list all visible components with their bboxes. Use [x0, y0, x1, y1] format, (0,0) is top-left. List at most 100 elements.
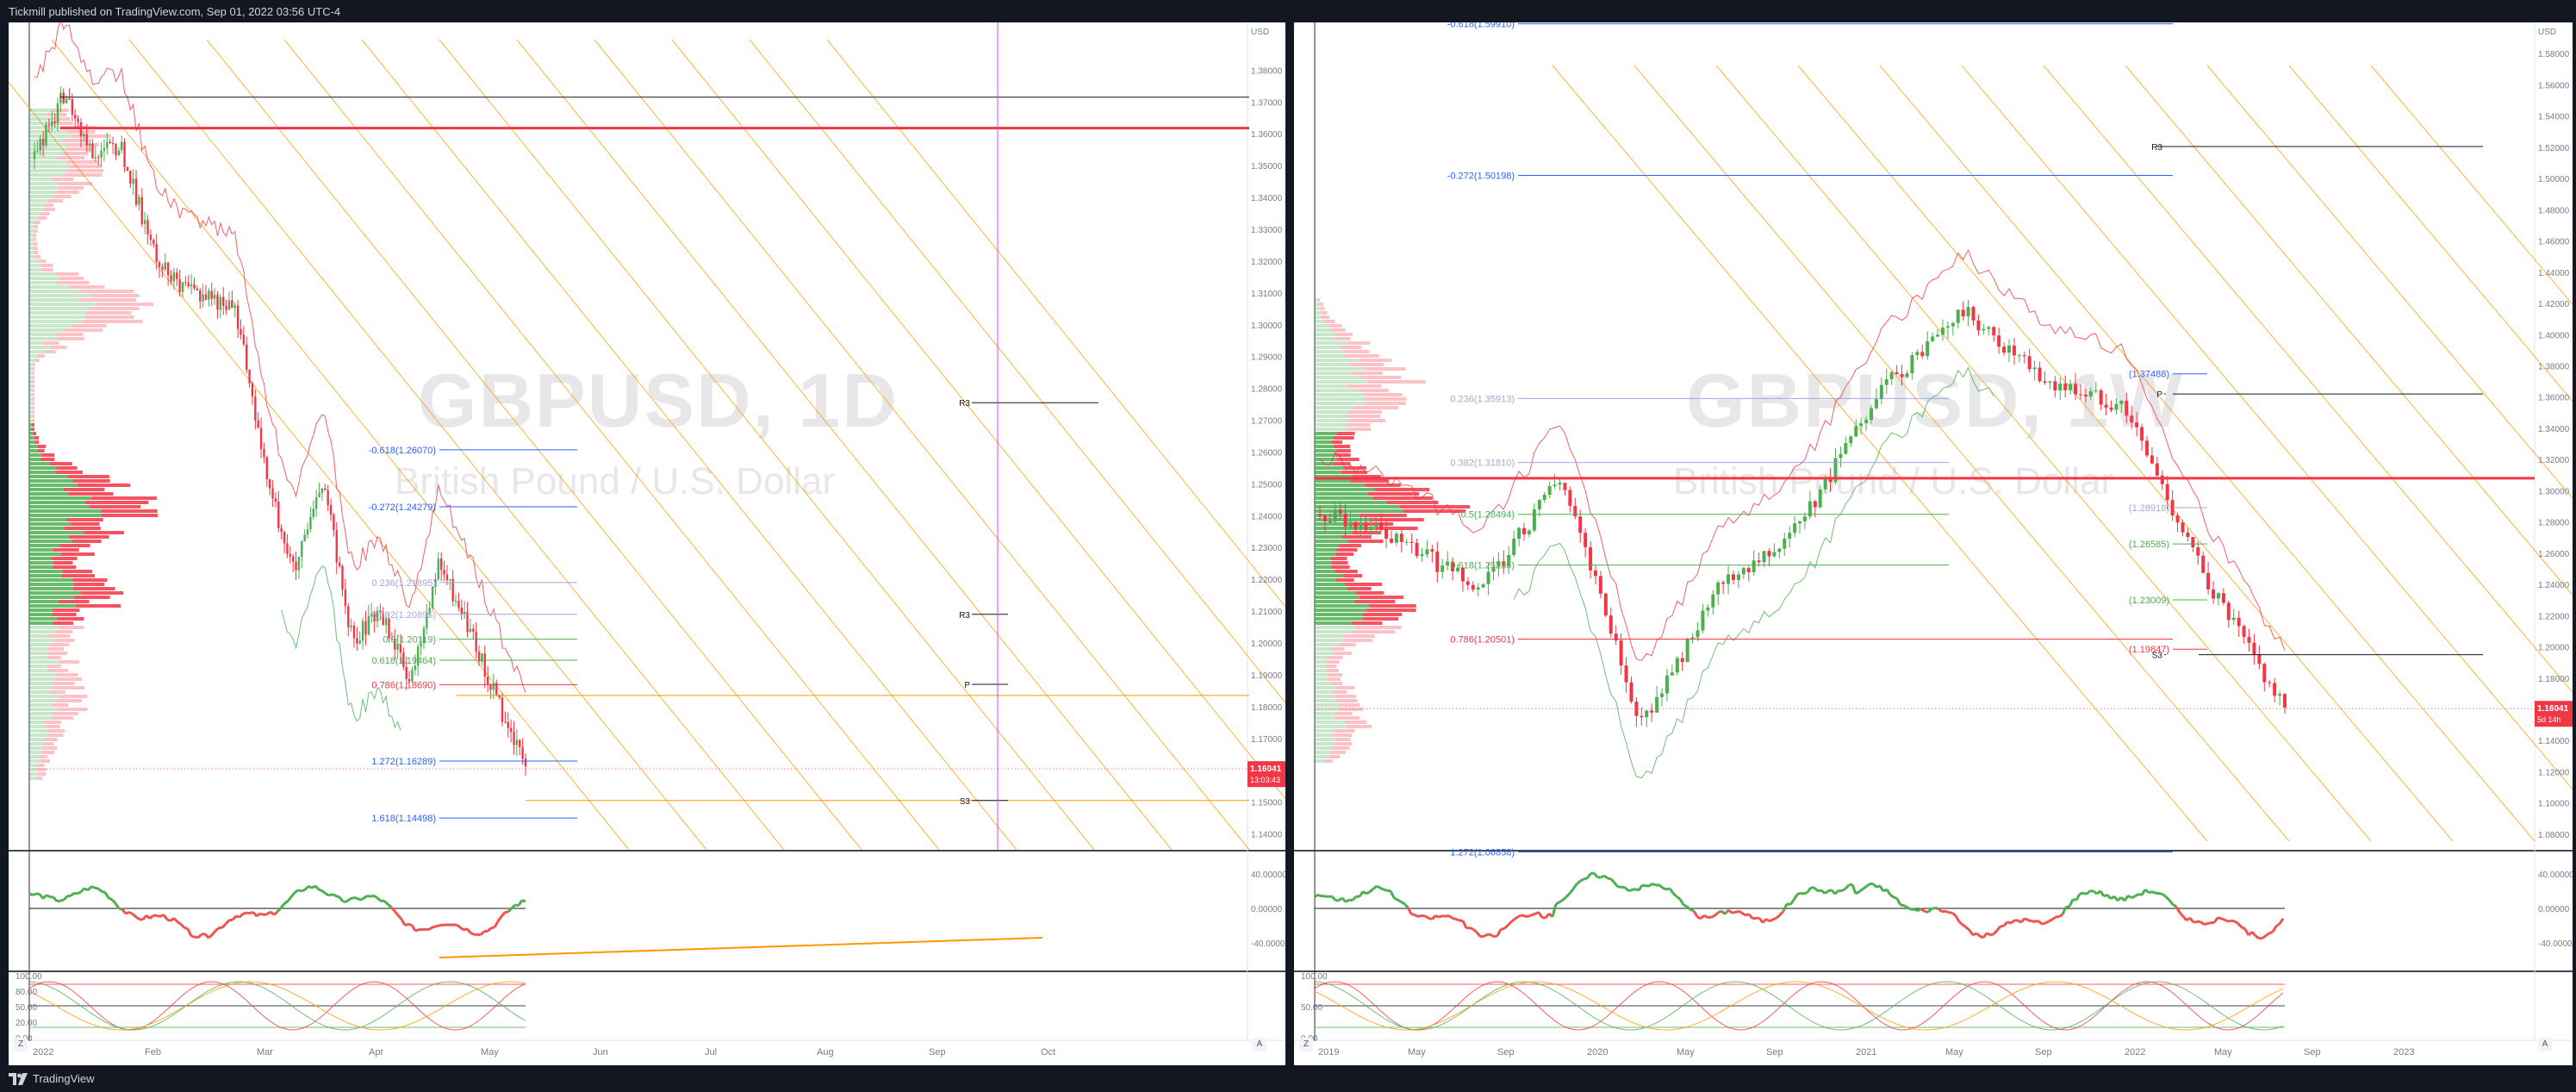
oscillator-segment	[1372, 884, 1378, 890]
candle-body	[88, 143, 91, 146]
candle-body	[306, 529, 309, 535]
oscillator-segment	[1517, 914, 1522, 919]
price-axis-label: 1.58000	[2538, 50, 2570, 59]
oscillator-segment	[2203, 922, 2208, 926]
candle-body	[254, 396, 257, 421]
volume-profile-bar	[71, 522, 100, 526]
fib-level-label: -0.272(1.24279)	[369, 502, 436, 513]
candle-body	[1680, 658, 1684, 663]
volume-profile-bar	[68, 285, 105, 289]
time-axis-label: Sep	[2304, 1047, 2321, 1058]
bar-countdown: 13:03:43	[1250, 776, 1280, 784]
price-axis-label: 1.24000	[2538, 581, 2570, 590]
price-axis-label: 1.25000	[1251, 480, 1283, 490]
trailing-support-line	[281, 565, 401, 731]
oscillator-segment	[289, 891, 296, 898]
candle-body	[1670, 672, 1674, 676]
volume-profile-bar	[1332, 746, 1350, 750]
chart-panel-daily[interactable]: GBPUSD, 1D British Pound / U.S. Dollar -…	[9, 22, 1285, 1065]
volume-profile-bar	[1315, 479, 1351, 483]
oscillator-segment	[162, 914, 169, 920]
candle-body	[1629, 682, 1633, 702]
log-scale-button[interactable]: A	[2538, 1038, 2552, 1051]
volume-profile-bar	[71, 324, 107, 328]
volume-profile-bar	[41, 453, 55, 457]
volume-profile-bar	[1359, 514, 1407, 517]
candle-body	[1512, 539, 1516, 555]
volume-profile-bar	[1336, 686, 1355, 690]
candle-body	[501, 697, 504, 722]
oscillator-segment	[408, 922, 413, 927]
volume-profile-bar	[1315, 333, 1337, 336]
log-scale-button[interactable]: A	[1253, 1038, 1266, 1051]
oscillator-segment	[1551, 903, 1558, 918]
oscillator-segment	[1862, 885, 1867, 890]
volume-profile-bar	[1339, 708, 1364, 711]
time-axis-label: May	[1408, 1047, 1426, 1058]
volume-profile-bar	[1315, 436, 1334, 440]
volume-profile-bar	[1315, 328, 1329, 332]
oscillator-segment	[1761, 918, 1768, 924]
oscillator-segment	[2271, 925, 2278, 933]
oscillator-segment	[1493, 934, 1498, 939]
volume-profile-bar	[29, 669, 48, 672]
weekly-chart-svg[interactable]: -0.618(1.59910) -0.272(1.50198) 0.236(1.35…	[1294, 22, 2573, 1065]
volume-profile-bar	[1322, 315, 1330, 319]
volume-profile-bar	[29, 604, 77, 608]
volume-profile-bar	[1364, 367, 1406, 371]
candle-body	[1603, 593, 1608, 616]
tradingview-brand[interactable]: TradingView	[9, 1072, 95, 1085]
candle-body	[426, 612, 428, 628]
candle-body	[303, 534, 306, 541]
volume-profile-bar	[32, 371, 34, 375]
volume-profile-bar	[29, 320, 82, 323]
volume-profile-bar	[1332, 733, 1353, 737]
candle-body	[486, 677, 489, 685]
oscillator-segment	[1800, 891, 1805, 895]
oscillator-segment	[1351, 895, 1358, 902]
candle-body	[1762, 551, 1766, 563]
candle-body	[367, 615, 370, 635]
oscillator-segment	[125, 910, 130, 915]
oscillator-segment	[1658, 883, 1664, 889]
candle-body	[65, 98, 68, 103]
volume-profile-bar	[29, 281, 58, 284]
oscillator-segment	[1951, 911, 1957, 917]
oscillator-segment	[135, 915, 140, 920]
oscillator-segment	[1789, 899, 1795, 906]
volume-profile-bar	[1315, 475, 1353, 478]
volume-profile-bar	[1315, 341, 1348, 345]
volume-profile-bar	[1355, 591, 1384, 595]
candle-body	[1828, 477, 1832, 483]
candle-body	[2150, 455, 2154, 464]
candle-body	[1752, 560, 1756, 573]
chart-panel-weekly[interactable]: GBPUSD, 1W British Pound / U.S. Dollar -…	[1294, 22, 2573, 1065]
candle-body	[507, 721, 509, 728]
auto-scale-button[interactable]: Z	[14, 1038, 28, 1051]
volume-profile-bar	[59, 544, 90, 547]
candle-body	[181, 282, 184, 292]
volume-profile-bar	[1315, 669, 1327, 672]
candle-body	[1532, 509, 1536, 531]
volume-profile-bar	[49, 462, 72, 465]
candle-body	[2104, 404, 2108, 408]
candle-body	[2069, 384, 2073, 390]
oscillator-segment	[128, 910, 134, 915]
volume-profile-bar	[1315, 660, 1327, 664]
volume-profile-bar	[1333, 445, 1350, 448]
oscillator-segment	[1865, 883, 1870, 888]
oscillator-segment	[314, 884, 320, 891]
candle-body	[196, 288, 199, 290]
oscillator-segment	[1782, 902, 1789, 912]
candle-body	[1369, 527, 1373, 531]
oscillator-segment	[2231, 919, 2236, 923]
candle-body	[2212, 589, 2216, 599]
auto-scale-button[interactable]: Z	[1299, 1038, 1313, 1051]
volume-profile-bar	[52, 613, 77, 616]
volume-profile-bar	[72, 479, 110, 483]
volume-profile-bar	[29, 423, 32, 427]
oscillator-segment	[1727, 908, 1733, 914]
oscillator-segment	[1562, 895, 1567, 902]
daily-chart-svg[interactable]: -0.618(1.26070) -0.272(1.24279) 0.236(1.21…	[9, 22, 1285, 1065]
volume-profile-bar	[1315, 665, 1327, 668]
